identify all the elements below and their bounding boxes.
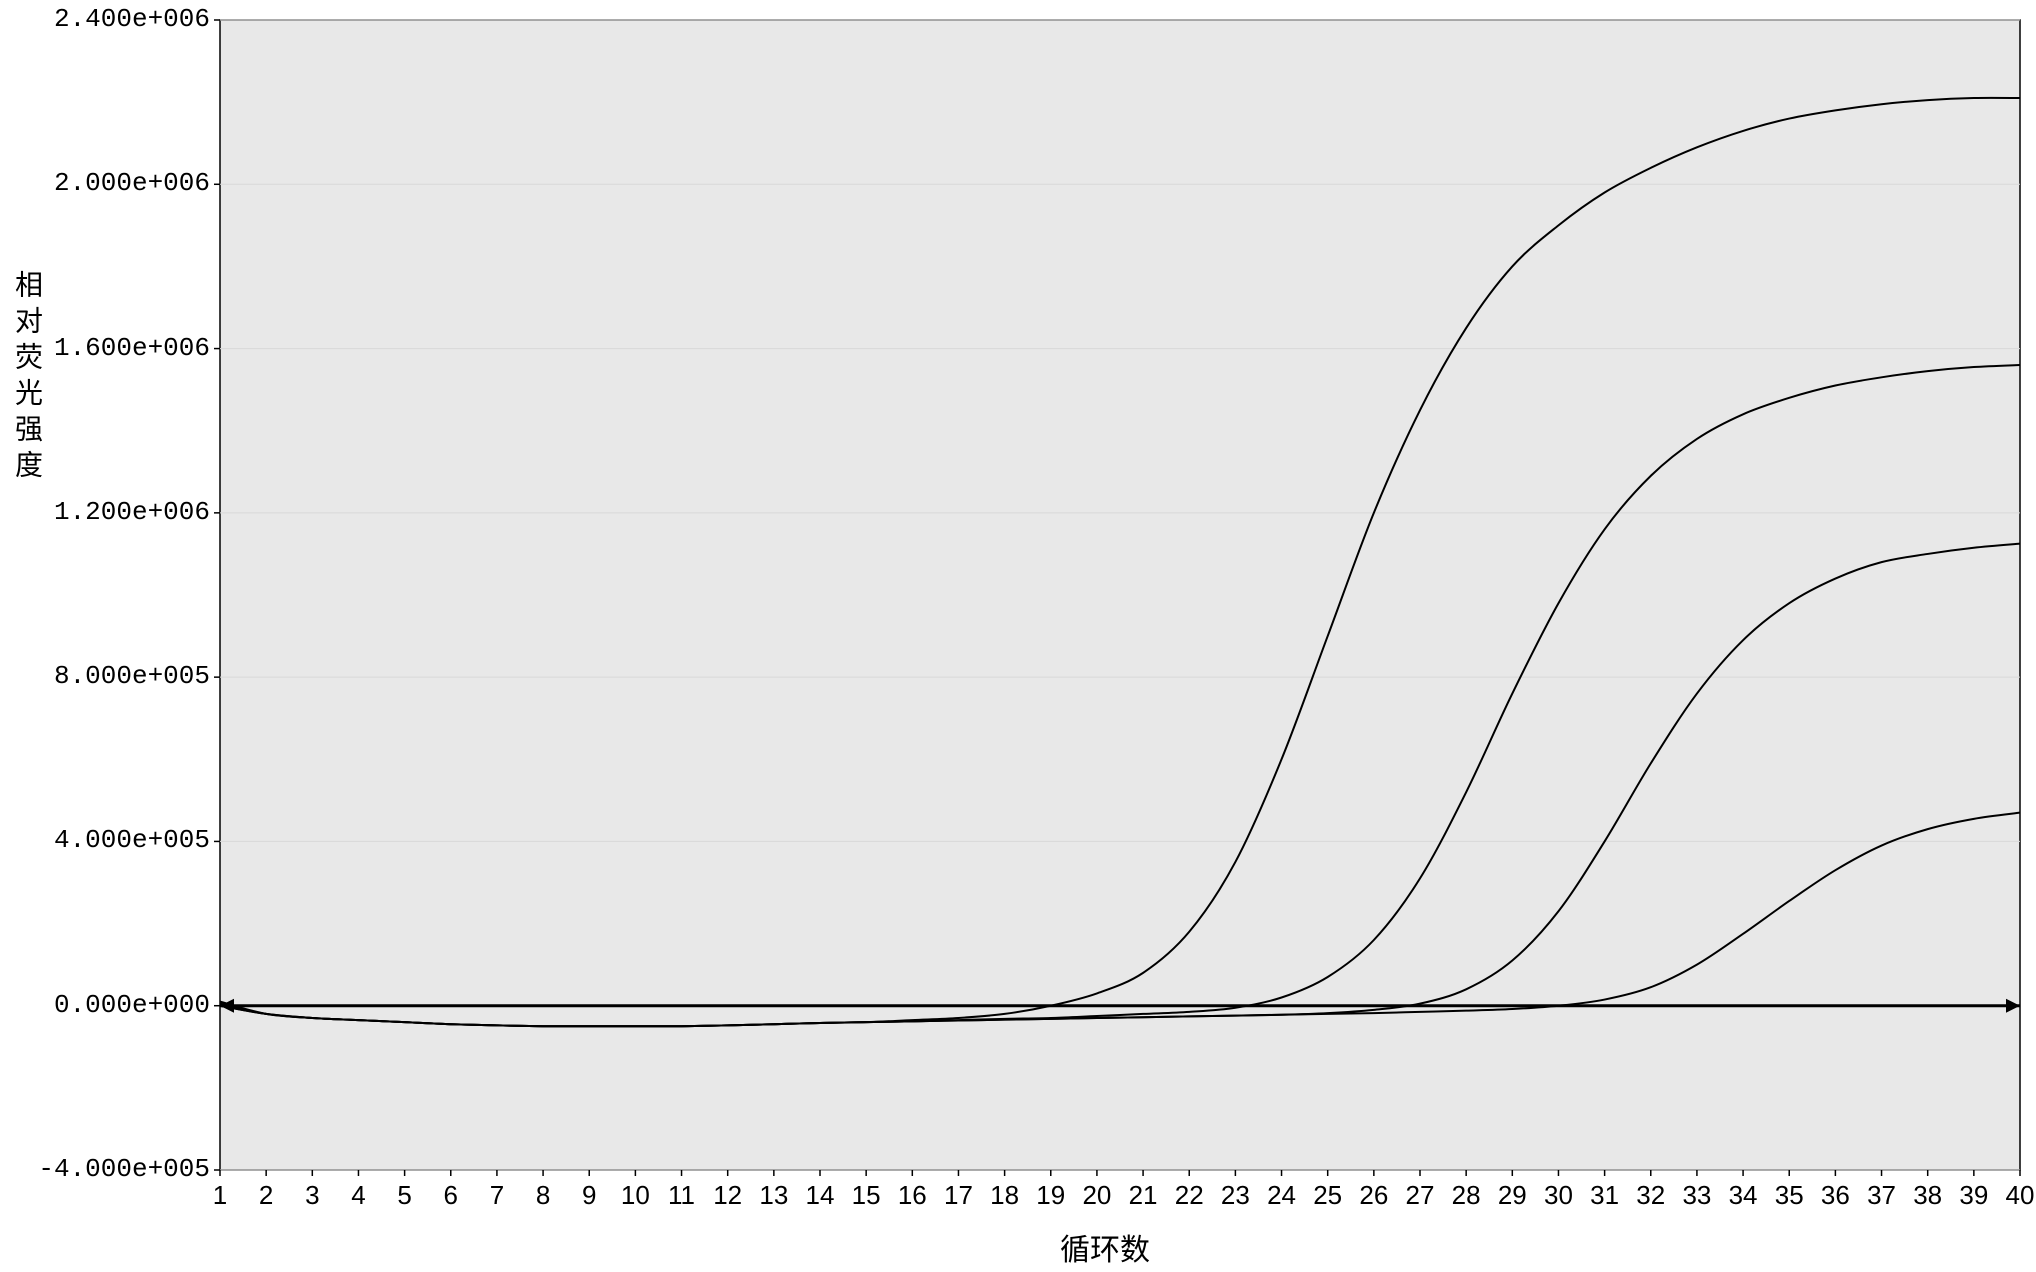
x-tick-label: 37 [1862,1180,1902,1211]
x-tick-label: 9 [569,1180,609,1211]
x-tick-label: 12 [708,1180,748,1211]
y-tick-label: 2.400e+006 [54,4,210,34]
x-tick-label: 27 [1400,1180,1440,1211]
x-tick-label: 15 [846,1180,886,1211]
y-tick-label: 0.000e+000 [54,990,210,1020]
x-tick-label: 31 [1585,1180,1625,1211]
x-tick-label: 25 [1308,1180,1348,1211]
x-tick-label: 38 [1908,1180,1948,1211]
x-tick-label: 24 [1262,1180,1302,1211]
x-tick-label: 35 [1769,1180,1809,1211]
x-tick-label: 30 [1538,1180,1578,1211]
x-tick-label: 36 [1815,1180,1855,1211]
x-tick-label: 4 [338,1180,378,1211]
x-tick-label: 22 [1169,1180,1209,1211]
x-tick-label: 28 [1446,1180,1486,1211]
x-axis-label: 循环数 [1060,1225,1150,1269]
x-tick-label: 17 [938,1180,978,1211]
x-tick-label: 7 [477,1180,517,1211]
x-tick-label: 26 [1354,1180,1394,1211]
x-tick-label: 34 [1723,1180,1763,1211]
x-tick-label: 11 [662,1180,702,1211]
x-tick-label: 3 [292,1180,332,1211]
y-tick-label: -4.000e+005 [38,1154,210,1184]
x-tick-label: 2 [246,1180,286,1211]
pcr-amplification-chart: 相对荧光强度 循环数 -4.000e+005 0.000e+000 4.000e+0… [0,0,2036,1272]
x-tick-label: 13 [754,1180,794,1211]
x-tick-label: 1 [200,1180,240,1211]
x-tick-label: 18 [985,1180,1025,1211]
x-tick-label: 32 [1631,1180,1671,1211]
x-tick-label: 40 [2000,1180,2036,1211]
x-tick-label: 19 [1031,1180,1071,1211]
y-tick-label: 4.000e+005 [54,825,210,855]
x-tick-label: 23 [1215,1180,1255,1211]
x-tick-label: 39 [1954,1180,1994,1211]
x-tick-label: 20 [1077,1180,1117,1211]
x-tick-label: 6 [431,1180,471,1211]
x-tick-label: 5 [385,1180,425,1211]
y-tick-label: 1.600e+006 [54,333,210,363]
x-tick-label: 14 [800,1180,840,1211]
x-tick-label: 29 [1492,1180,1532,1211]
y-tick-label: 8.000e+005 [54,661,210,691]
x-tick-label: 21 [1123,1180,1163,1211]
y-tick-label: 1.200e+006 [54,497,210,527]
chart-svg [0,0,2036,1272]
y-axis-label: 相对荧光强度 [6,270,46,486]
x-tick-label: 33 [1677,1180,1717,1211]
x-tick-label: 8 [523,1180,563,1211]
x-tick-label: 16 [892,1180,932,1211]
x-tick-label: 10 [615,1180,655,1211]
y-tick-label: 2.000e+006 [54,168,210,198]
